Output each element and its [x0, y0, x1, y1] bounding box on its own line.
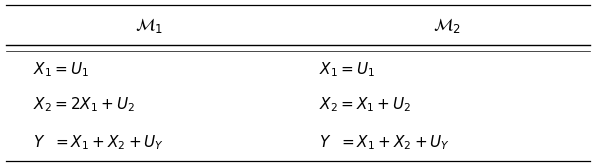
Text: $Y\ \ = X_1 + X_2 + U_Y$: $Y\ \ = X_1 + X_2 + U_Y$	[319, 133, 450, 152]
Text: $\mathcal{M}_1$: $\mathcal{M}_1$	[135, 16, 163, 35]
Text: $X_2 = 2X_1 + U_2$: $X_2 = 2X_1 + U_2$	[33, 95, 135, 114]
Text: $Y\ \ = X_1 + X_2 + U_Y$: $Y\ \ = X_1 + X_2 + U_Y$	[33, 133, 164, 152]
Text: $\mathcal{M}_2$: $\mathcal{M}_2$	[433, 16, 461, 35]
Text: $X_1 = U_1$: $X_1 = U_1$	[319, 60, 375, 79]
Text: $X_2 = X_1 + U_2$: $X_2 = X_1 + U_2$	[319, 95, 411, 114]
Text: $X_1 = U_1$: $X_1 = U_1$	[33, 60, 89, 79]
